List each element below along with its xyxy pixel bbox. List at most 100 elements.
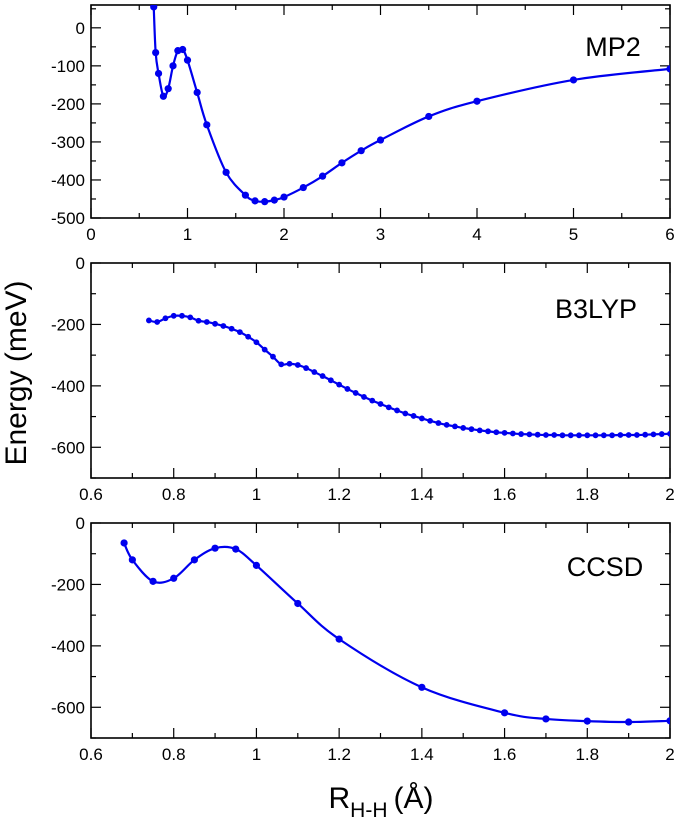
mp2-x-tick-label: 5	[569, 225, 578, 244]
b3lyp-data-point	[195, 317, 202, 324]
b3lyp-data-point	[394, 407, 400, 414]
b3lyp-data-point	[179, 312, 185, 319]
b3lyp-data-point	[493, 429, 500, 436]
b3lyp-data-point	[385, 404, 392, 411]
mp2-x-tick-label: 2	[279, 225, 288, 244]
ccsd-y-tick-label: -200	[51, 575, 85, 594]
mp2-data-point	[159, 92, 167, 100]
ccsd-data-point	[625, 718, 633, 726]
ccsd-y-tick-label: -400	[51, 637, 85, 656]
mp2-data-point	[222, 168, 230, 176]
mp2-y-tick-label: -200	[51, 95, 85, 114]
mp2-x-tick-label: 3	[376, 225, 385, 244]
ccsd-x-tick-label: 1.2	[327, 745, 351, 764]
b3lyp-x-tick-label: 0.8	[162, 485, 186, 504]
b3lyp-data-point	[220, 323, 227, 329]
b3lyp-data-point	[327, 377, 334, 384]
mp2-data-point	[203, 121, 211, 129]
b3lyp-data-point	[162, 315, 169, 322]
ccsd-x-tick-label: 2	[665, 745, 674, 764]
ccsd-data-point	[128, 556, 136, 564]
b3lyp-data-point	[485, 428, 491, 435]
b3lyp-data-point	[286, 360, 293, 367]
b3lyp-data-point	[625, 432, 632, 438]
b3lyp-data-point	[377, 401, 384, 407]
b3lyp-data-point	[435, 420, 442, 426]
ccsd-x-tick-label: 1.8	[575, 745, 599, 764]
b3lyp-data-point	[361, 394, 367, 400]
mp2-y-tick-label: -500	[51, 209, 85, 228]
b3lyp-x-tick-label: 1.6	[493, 485, 517, 504]
b3lyp-data-point	[203, 319, 210, 325]
mp2-data-point	[169, 62, 177, 70]
x-axis-title: RH-H (Å)	[329, 782, 434, 817]
ccsd-data-point	[500, 709, 509, 717]
b3lyp-data-point	[303, 365, 309, 371]
b3lyp-y-tick-label: -600	[51, 438, 85, 457]
b3lyp-data-point	[228, 325, 235, 332]
ccsd-data-point	[120, 539, 128, 547]
b3lyp-y-tick-label: 0	[76, 254, 85, 273]
mp2-data-point	[270, 196, 278, 204]
b3lyp-data-point	[336, 381, 343, 388]
mp2-series	[150, 5, 670, 206]
mp2-x-tick-label: 1	[183, 225, 192, 244]
b3lyp-data-point	[667, 430, 670, 437]
b3lyp-data-point	[460, 425, 467, 431]
b3lyp-data-point	[642, 431, 649, 438]
b3lyp-data-point	[352, 390, 359, 396]
mp2-y-tick-label: -400	[51, 171, 85, 190]
mp2-data-point	[164, 85, 172, 93]
b3lyp-data-point	[410, 413, 417, 419]
b3lyp-data-point	[311, 369, 318, 375]
b3lyp-data-point	[634, 432, 640, 438]
ccsd-data-point	[542, 715, 550, 723]
mp2-data-point	[152, 48, 160, 57]
b3lyp-data-point	[567, 432, 574, 439]
b3lyp-data-point	[245, 333, 252, 340]
b3lyp-panel-label: B3LYP	[555, 294, 637, 324]
b3lyp-data-point	[154, 319, 161, 325]
mp2-data-point	[150, 5, 158, 11]
ccsd-x-tick-label: 1.4	[410, 745, 434, 764]
b3lyp-data-point	[650, 431, 657, 438]
ccsd-series	[120, 539, 670, 726]
x-axis-title-unit: (Å)	[394, 782, 434, 815]
b3lyp-y-tick-label: -400	[51, 377, 85, 396]
mp2-x-tick-label: 0	[86, 225, 95, 244]
ccsd-data-point	[583, 717, 591, 725]
ccsd-y-tick-label: -600	[51, 698, 85, 717]
panel-b3lyp: 0.6 0.8 1 1.2 1.4 1.6 1.8 2 0 -200 -400 -600 B3LYP	[51, 254, 675, 504]
b3lyp-data-point	[170, 312, 177, 319]
b3lyp-data-point	[261, 346, 268, 353]
b3lyp-data-point	[294, 362, 301, 368]
b3lyp-data-point	[476, 427, 483, 434]
b3lyp-data-point	[576, 432, 582, 439]
b3lyp-x-tick-label: 1.2	[327, 485, 351, 504]
mp2-data-point	[338, 159, 346, 167]
ccsd-data-point	[666, 717, 670, 725]
b3lyp-data-point	[617, 432, 624, 438]
panel-ccsd: 0.6 0.8 1 1.2 1.4 1.6 1.8 2 0 -200 -400 -600 CCSD	[51, 514, 675, 764]
ccsd-x-tick-label: 0.6	[79, 745, 103, 764]
b3lyp-data-point	[468, 426, 475, 433]
ccsd-data-point	[294, 599, 302, 608]
mp2-x-tick-label: 6	[665, 225, 674, 244]
mp2-data-point	[241, 191, 249, 199]
b3lyp-data-point	[146, 317, 152, 324]
b3lyp-x-tick-label: 1	[252, 485, 261, 504]
b3lyp-data-point	[402, 410, 409, 417]
ccsd-panel-label: CCSD	[567, 552, 644, 582]
b3lyp-data-point	[344, 386, 351, 392]
b3lyp-data-point	[427, 417, 434, 424]
mp2-y-tick-label: -300	[51, 133, 85, 152]
ccsd-data-point	[149, 577, 157, 585]
mp2-data-point	[154, 69, 163, 78]
mp2-y-tick-label: -100	[51, 57, 85, 76]
mp2-x-tick-label: 4	[472, 225, 481, 244]
b3lyp-data-point	[534, 431, 541, 438]
b3lyp-data-point	[270, 353, 276, 360]
mp2-data-point	[357, 147, 365, 155]
b3lyp-x-tick-label: 1.4	[410, 485, 434, 504]
